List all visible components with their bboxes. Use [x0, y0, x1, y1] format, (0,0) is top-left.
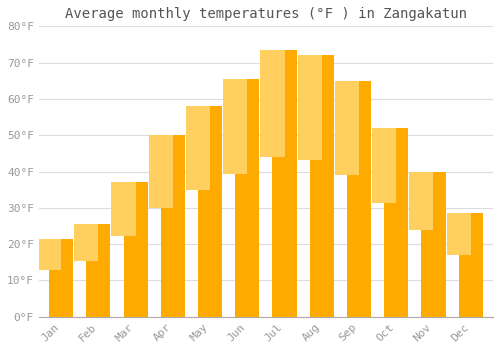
Bar	[198, 106, 222, 317]
Bar	[74, 224, 98, 261]
Bar	[160, 135, 185, 317]
Bar	[384, 128, 408, 317]
Bar	[148, 135, 173, 208]
Bar	[49, 239, 73, 317]
Title: Average monthly temperatures (°F ) in Zangakatun: Average monthly temperatures (°F ) in Za…	[65, 7, 467, 21]
Bar	[124, 182, 148, 317]
Bar	[310, 55, 334, 317]
Bar	[372, 128, 396, 203]
Bar	[298, 55, 322, 160]
Bar	[37, 239, 61, 270]
Bar	[235, 79, 260, 317]
Bar	[223, 79, 248, 174]
Bar	[86, 224, 110, 317]
Bar	[458, 213, 483, 317]
Bar	[347, 81, 371, 317]
Bar	[446, 213, 470, 255]
Bar	[410, 172, 434, 230]
Bar	[186, 106, 210, 190]
Bar	[272, 50, 296, 317]
Bar	[260, 50, 284, 157]
Bar	[335, 81, 359, 175]
Bar	[422, 172, 446, 317]
Bar	[112, 182, 136, 236]
